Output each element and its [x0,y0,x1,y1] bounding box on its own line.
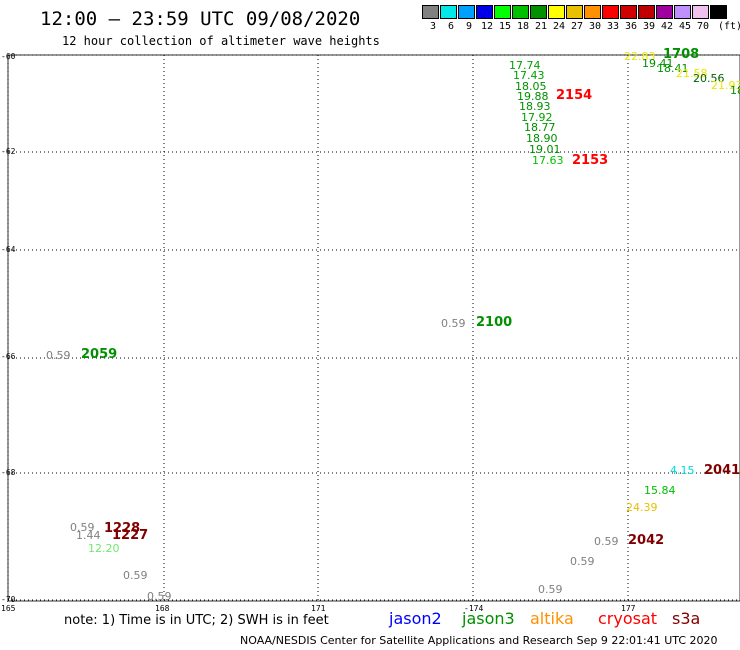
legend-swatch [620,5,637,19]
legend-swatch [674,5,691,19]
pass-time-label: 2042 [628,533,665,548]
wave-height-value: 0.59 [441,317,466,330]
wave-height-value: 24.39 [626,501,658,514]
longitude-label: 168 [155,604,170,613]
legend-value: 12 [481,21,494,32]
legend-value: 15 [499,21,512,32]
wave-height-value: 17.74 [509,59,541,72]
legend-value: 6 [448,21,455,32]
wave-height-value: 19.88 [517,90,549,103]
legend-value: 27 [571,21,584,32]
wave-height-value: 18.05 [515,80,547,93]
legend-value: 30 [589,21,602,32]
legend-value: 45 [679,21,692,32]
legend-unit: (ft) [718,21,740,32]
latitude-label: -62 [1,147,16,156]
pass-time-label: 2154 [556,88,593,103]
pass-time-label: 2059 [81,347,118,362]
credit-footer: NOAA/NESDIS Center for Satellite Applica… [240,634,718,647]
wave-height-value: 18.90 [526,132,558,145]
latitude-label: -60 [1,52,16,61]
wave-height-value: 0.59 [538,583,563,596]
legend-value: 36 [625,21,638,32]
legend-swatch [476,5,493,19]
latitude-label: -66 [1,352,16,361]
wave-height-value: 18.93 [519,100,551,113]
pass-time-label: 2100 [476,315,513,330]
graticule [7,54,740,601]
legend-value: 42 [661,21,674,32]
pass-time-label: 2153 [572,153,609,168]
wave-height-value: 0.59 [70,521,95,534]
wave-height-value: 1.44 [76,529,101,542]
page-subtitle: 12 hour collection of altimeter wave hei… [62,34,380,48]
legend-swatch [422,5,439,19]
pass-time-label: 1708 [663,47,700,62]
satellite-name: cryosat [598,609,658,628]
pass-time-label: 1227 [112,528,149,543]
wave-height-value: 22.83 [624,50,656,63]
satellite-name: s3a [672,609,701,628]
legend-swatch [440,5,457,19]
legend-value: 24 [553,21,566,32]
legend-value: 18 [517,21,530,32]
latitude-label: -68 [1,468,16,477]
map-frame [7,54,740,602]
legend-swatch [710,5,727,19]
wave-height-value: 15.84 [644,484,676,497]
wave-height-value: 19.41 [642,57,674,70]
legend-value: 39 [643,21,656,32]
satellite-name: jason2 [389,609,442,628]
latitude-label: -64 [1,245,16,254]
legend-swatch [692,5,709,19]
longitude-label: 171 [311,604,326,613]
legend-value: 33 [607,21,620,32]
wave-height-value: 18.41 [657,62,689,75]
legend-swatch [656,5,673,19]
page-title: 12:00 — 23:59 UTC 09/08/2020 [40,8,361,30]
wave-height-value: 17.63 [532,154,564,167]
legend-swatch [512,5,529,19]
wave-height-value: 4.15 [670,464,695,477]
legend-value: 3 [430,21,437,32]
wave-height-value: 0.59 [123,569,148,582]
legend-swatch [638,5,655,19]
legend-swatch [602,5,619,19]
wave-height-value: 17.92 [521,111,553,124]
wave-height-value: 17.43 [513,69,545,82]
satellite-name: altika [530,609,574,628]
wave-height-value: 0.59 [594,535,619,548]
satellite-name: jason3 [462,609,515,628]
legend-value: 70 [697,21,710,32]
wave-height-value: 21.58 [676,67,708,80]
wave-height-value: 21.93 [711,79,740,92]
longitude-label: 177 [621,604,636,613]
wave-height-value: 12.20 [88,542,120,555]
longitude-label: 165 [1,604,16,613]
wave-height-value: 0.59 [570,555,595,568]
wave-height-value: 20.56 [693,72,725,85]
legend-swatch [584,5,601,19]
wave-height-value: 0.59 [147,590,172,603]
legend-swatch [548,5,565,19]
wave-height-value: 18.77 [524,121,556,134]
legend-swatch [530,5,547,19]
legend-value: 21 [535,21,548,32]
legend-value: 9 [466,21,473,32]
legend-swatch [494,5,511,19]
longitude-label: -174 [464,604,484,613]
wave-height-value: 0.59 [46,349,71,362]
legend-swatch [458,5,475,19]
footer-note: note: 1) Time is in UTC; 2) SWH is in fe… [64,613,329,628]
latitude-label: -70 [1,595,16,604]
pass-time-label: 2041 [704,463,740,478]
pass-time-label: 1228 [104,521,141,536]
wave-height-value: 19.01 [529,143,561,156]
legend-swatch [566,5,583,19]
wave-height-value: 18 [730,84,740,97]
